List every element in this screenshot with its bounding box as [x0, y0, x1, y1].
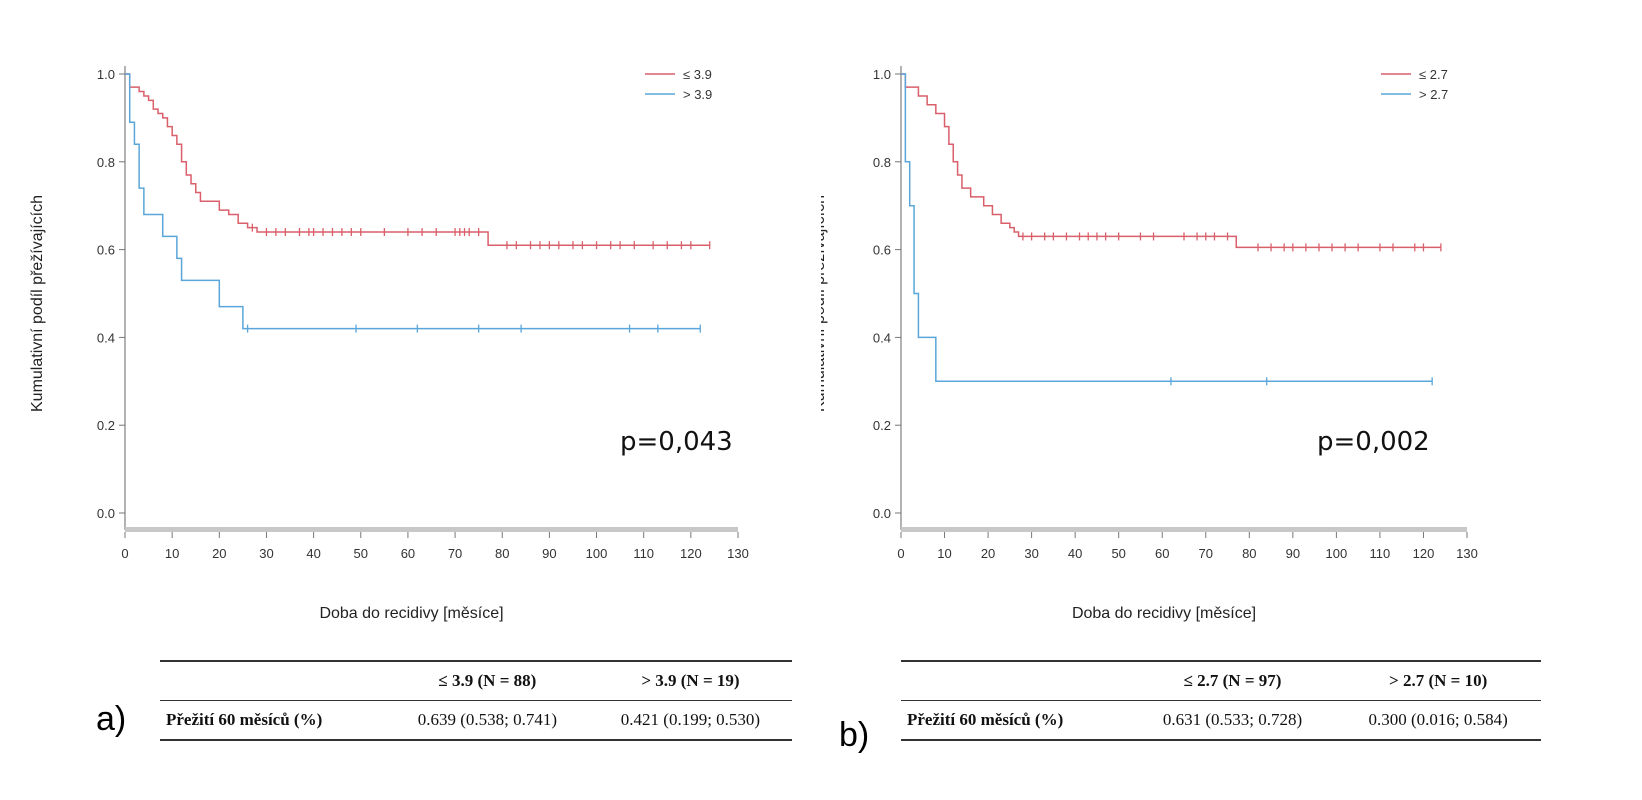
- x-tick-label: 20: [981, 546, 995, 561]
- x-tick-label: 10: [165, 546, 179, 561]
- series-line-0: [901, 73, 1441, 249]
- x-tick-label: 30: [259, 546, 273, 561]
- table-header-blank: [160, 661, 386, 701]
- y-tick-label: 1.0: [97, 67, 115, 82]
- x-tick-label: 80: [1242, 546, 1256, 561]
- y-tick-label: 0.2: [97, 418, 115, 433]
- y-tick-label: 0.4: [97, 330, 115, 345]
- legend-label: > 2.7: [1419, 87, 1448, 102]
- panel-b: 0.0 0.2 0.4 0.6 0.8 1.0 0 10 20 30 40 50 60 70 80 90 100…: [821, 0, 1642, 800]
- y-tick-label: 0.0: [97, 506, 115, 521]
- series-line-0: [125, 73, 710, 246]
- x-tick-label: 70: [1199, 546, 1213, 561]
- table-row: Přežití 60 měsíců (%) 0.631 (0.533; 0.72…: [901, 701, 1541, 740]
- x-tick-label: 50: [1111, 546, 1125, 561]
- y-tick-label: 0.4: [873, 330, 891, 345]
- x-tick-label: 40: [1068, 546, 1082, 561]
- legend-label: > 3.9: [683, 87, 712, 102]
- x-tick-label: 0: [121, 546, 128, 561]
- y-tick-label: 0.6: [873, 243, 891, 258]
- x-axis-label: Doba do recidivy [měsíce]: [1072, 605, 1256, 622]
- x-axis-bar: [125, 527, 738, 532]
- table-row-label: Přežití 60 měsíců (%): [166, 710, 323, 729]
- series-line-1: [125, 73, 701, 330]
- x-tick-label: 90: [542, 546, 556, 561]
- panel-label-b: b): [839, 716, 870, 754]
- table-header-group-low: ≤ 3.9 (N = 88): [438, 671, 537, 690]
- x-axis-label: Doba do recidivy [měsíce]: [319, 605, 503, 622]
- table-header-group-high: > 3.9 (N = 19): [641, 671, 740, 690]
- table-row-label: Přežití 60 měsíců (%): [907, 710, 1064, 729]
- y-tick-label: 0.2: [873, 418, 891, 433]
- x-tick-label: 110: [633, 546, 654, 561]
- x-tick-label: 50: [354, 546, 368, 561]
- x-tick-label: 90: [1286, 546, 1300, 561]
- x-axis-bar: [901, 527, 1467, 532]
- p-value-annotation: p=0,043: [620, 427, 733, 457]
- x-tick-label: 120: [680, 546, 702, 561]
- table-header-group-high: > 2.7 (N = 10): [1389, 671, 1488, 690]
- x-tick-label: 10: [937, 546, 951, 561]
- stats-table-header: ≤ 3.9 (N = 88) > 3.9 (N = 19): [160, 661, 792, 701]
- x-tick-label: 100: [586, 546, 608, 561]
- x-tick-label: 60: [1155, 546, 1169, 561]
- y-tick-label: 0.8: [873, 155, 891, 170]
- legend-label: ≤ 3.9: [683, 67, 712, 82]
- x-tick-label: 70: [448, 546, 462, 561]
- y-axis-label: Kumulativní podíl přežívajících: [29, 195, 46, 412]
- panel-a: 0.0 0.2 0.4 0.6 0.8 1.0 0 10 20 30 40 50 60 70 80 90 100…: [29, 66, 792, 741]
- table-cell-high: 0.421 (0.199; 0.530): [620, 710, 761, 729]
- table-header-blank: [901, 661, 1130, 701]
- x-tick-label: 80: [495, 546, 509, 561]
- table-row: Přežití 60 měsíců (%) 0.639 (0.538; 0.74…: [160, 701, 792, 740]
- x-tick-label: 40: [306, 546, 320, 561]
- x-tick-label: 0: [897, 546, 904, 561]
- stats-table-b: ≤ 2.7 (N = 97) > 2.7 (N = 10) Přežití 60…: [901, 660, 1541, 741]
- p-value-annotation: p=0,002: [1317, 427, 1430, 457]
- stats-table-a: ≤ 3.9 (N = 88) > 3.9 (N = 19) Přežití 60…: [160, 660, 792, 741]
- table-cell-high: 0.300 (0.016; 0.584): [1368, 710, 1508, 729]
- table-cell-low: 0.639 (0.538; 0.741): [417, 710, 558, 729]
- x-tick-label: 20: [212, 546, 226, 561]
- series-line-1: [901, 73, 1433, 383]
- y-tick-label: 0.8: [97, 155, 115, 170]
- table-header-group-low: ≤ 2.7 (N = 97): [1183, 671, 1282, 690]
- panel-label-a: a): [96, 700, 127, 738]
- y-axis-label: Kumulativní podíl přežívajících: [821, 195, 828, 412]
- survival-plot-b: 0.0 0.2 0.4 0.6 0.8 1.0 0 10 20 30 40 50 60 70 80 90 100…: [821, 66, 1478, 622]
- y-tick-label: 0.6: [97, 243, 115, 258]
- x-tick-label: 110: [1370, 546, 1391, 561]
- y-tick-label: 1.0: [873, 67, 891, 82]
- legend-label: ≤ 2.7: [1419, 67, 1448, 82]
- x-tick-label: 130: [727, 546, 749, 561]
- y-tick-label: 0.0: [873, 506, 891, 521]
- stats-table-header: ≤ 2.7 (N = 97) > 2.7 (N = 10): [901, 661, 1541, 701]
- x-tick-label: 130: [1456, 546, 1478, 561]
- x-tick-label: 30: [1024, 546, 1038, 561]
- survival-plot-a: 0.0 0.2 0.4 0.6 0.8 1.0 0 10 20 30 40 50 60 70 80 90 100…: [29, 66, 749, 622]
- x-tick-label: 100: [1326, 546, 1348, 561]
- table-cell-low: 0.631 (0.533; 0.728): [1162, 710, 1303, 729]
- x-tick-label: 120: [1413, 546, 1435, 561]
- x-tick-label: 60: [401, 546, 415, 561]
